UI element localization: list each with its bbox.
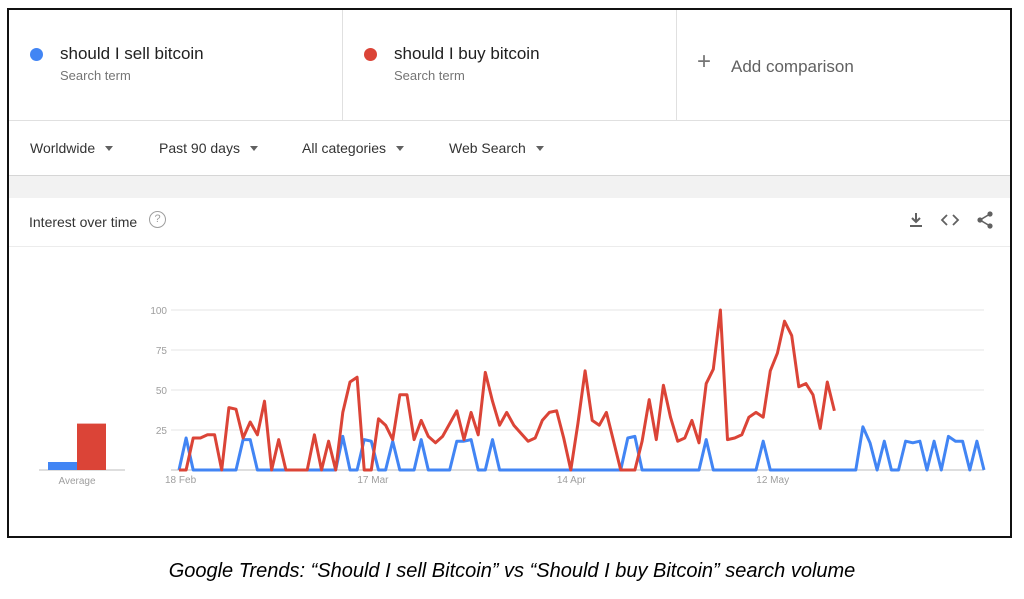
filter-bar: Worldwide Past 90 days All categories We… (9, 120, 1010, 176)
search-type-filter[interactable]: Web Search (449, 140, 544, 156)
average-label: Average (58, 476, 96, 487)
embed-code-icon[interactable] (940, 210, 960, 230)
caret-down-icon (249, 146, 258, 151)
search-terms-bar: should I sell bitcoin Search term should… (9, 10, 1010, 121)
x-tick-label: 17 Mar (357, 475, 389, 486)
region-filter-label: Worldwide (30, 140, 96, 156)
question-mark-icon[interactable]: ? (149, 211, 166, 228)
x-tick-label: 12 May (756, 475, 789, 486)
search-term-2[interactable]: should I buy bitcoin Search term (343, 10, 677, 120)
caret-down-icon (105, 146, 114, 151)
average-bar (77, 423, 106, 470)
plus-icon: + (697, 48, 712, 75)
y-tick-label: 100 (150, 306, 167, 317)
panel-title: Interest over time (29, 214, 138, 230)
caret-down-icon (396, 146, 405, 151)
period-filter[interactable]: Past 90 days (159, 140, 258, 156)
x-tick-label: 18 Feb (165, 475, 197, 486)
search-term-name: should I buy bitcoin (394, 44, 540, 63)
category-filter-label: All categories (302, 140, 387, 156)
search-term-sub: Search term (394, 68, 465, 83)
search-term-1[interactable]: should I sell bitcoin Search term (9, 10, 343, 120)
search-term-name: should I sell bitcoin (60, 44, 204, 63)
period-filter-label: Past 90 days (159, 140, 240, 156)
series-line (179, 308, 836, 472)
caret-down-icon (535, 146, 544, 151)
download-icon[interactable] (906, 210, 926, 230)
y-tick-label: 25 (156, 426, 168, 437)
y-tick-label: 75 (156, 346, 168, 357)
series-color-dot (30, 48, 43, 61)
figure-caption: Google Trends: “Should I sell Bitcoin” v… (168, 560, 856, 582)
average-bar (48, 462, 77, 470)
series-color-dot (364, 48, 377, 61)
y-tick-label: 50 (156, 386, 168, 397)
interest-over-time-chart: 25 50 75 100 18 Feb 17 Mar 14 Apr 12 May Average (9, 247, 1010, 536)
share-icon[interactable] (975, 210, 995, 230)
region-filter[interactable]: Worldwide (30, 140, 114, 156)
x-tick-label: 14 Apr (557, 475, 587, 486)
category-filter[interactable]: All categories (302, 140, 405, 156)
add-comparison-button[interactable]: + Add comparison (677, 10, 1010, 120)
section-divider (9, 176, 1010, 198)
line-chart: 25 50 75 100 18 Feb 17 Mar 14 Apr 12 May Average (39, 306, 986, 487)
interest-header: Interest over time ? (9, 198, 1010, 247)
search-type-filter-label: Web Search (449, 140, 526, 156)
add-comparison-label: Add comparison (731, 57, 854, 76)
trends-panel: should I sell bitcoin Search term should… (7, 8, 1012, 538)
search-term-sub: Search term (60, 68, 131, 83)
series-line (177, 425, 986, 472)
